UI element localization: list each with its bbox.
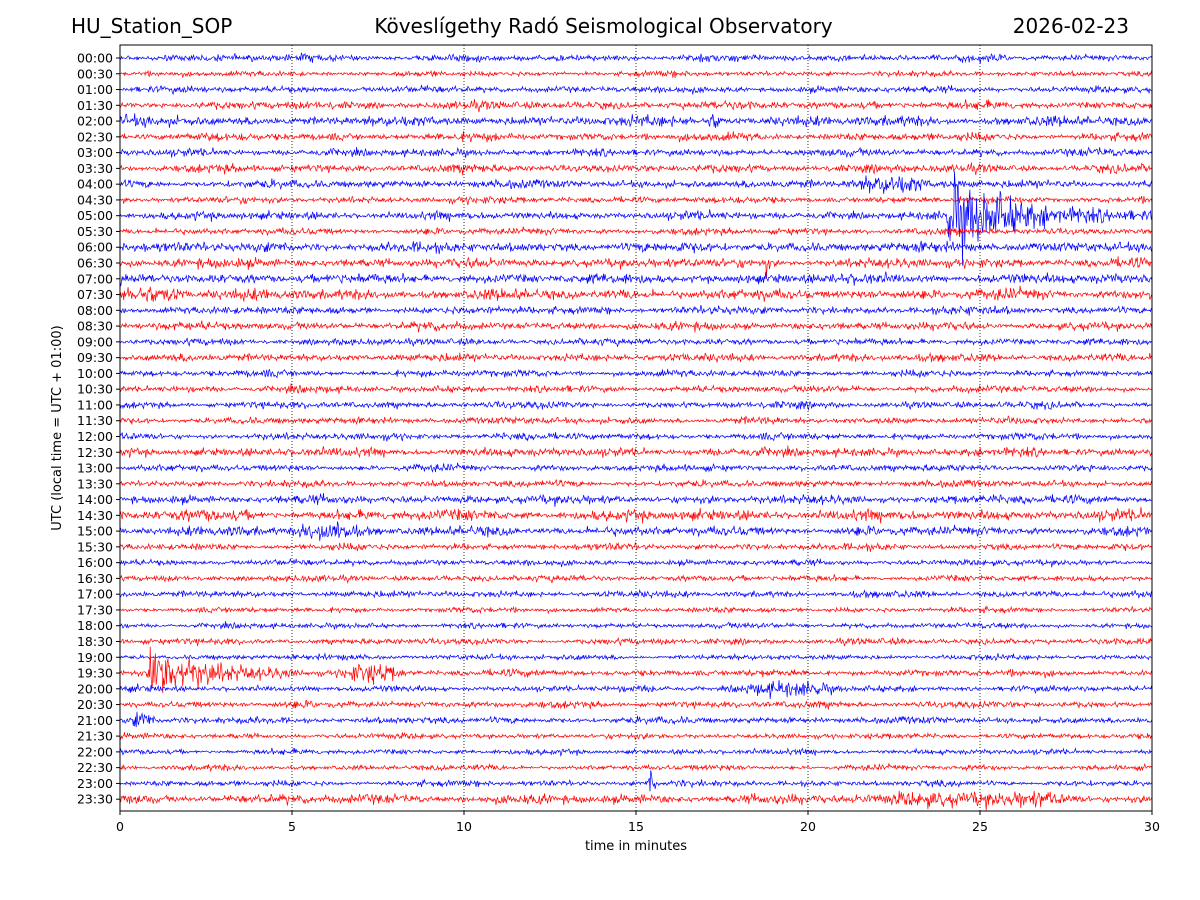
y-tick-label: 20:00 [77,681,113,696]
y-tick-label: 02:30 [77,129,113,144]
x-tick-label: 30 [1144,819,1160,834]
y-tick-label: 07:30 [77,287,113,302]
x-tick-label: 25 [972,819,988,834]
trace-0430 [119,195,1153,206]
y-tick-label: 16:30 [77,571,113,586]
y-tick-label: 12:30 [77,445,113,460]
y-tick-label: 06:00 [77,240,113,255]
y-axis-label: UTC (local time = UTC + 01:00) [50,325,65,530]
x-tick-label: 20 [800,819,816,834]
y-tick-label: 20:30 [77,697,113,712]
gridline-group [291,45,981,811]
x-tick-label: 0 [116,819,124,834]
y-tick-label: 16:00 [77,555,113,570]
y-tick-label: 14:30 [77,508,113,523]
y-tick-label: 08:30 [77,319,113,334]
y-tick-label: 03:30 [77,161,113,176]
y-tick-label: 15:00 [77,524,113,539]
trace-1400 [119,493,1153,507]
y-tick-label: 22:30 [77,760,113,775]
trace-0230 [119,130,1153,143]
trace-2230 [119,763,1153,773]
trace-1330 [119,478,1153,489]
y-tick-label: 15:30 [77,539,113,554]
y-tick-label: 10:30 [77,382,113,397]
y-tick-label: 04:00 [77,177,113,192]
trace-1430 [119,507,1153,524]
trace-1500 [119,521,1153,542]
x-tick-label: 10 [456,819,472,834]
tick-group: 0 5 10 15 20 25 30 00:0000:3001:0001:3002:0002:… [77,51,1160,835]
y-tick-label: 13:30 [77,476,113,491]
y-tick-label: 00:30 [77,66,113,81]
station-name: HU_Station_SOP [71,14,233,38]
y-tick-label: 08:00 [77,303,113,318]
trace-0100 [119,84,1153,96]
trace-1600 [119,558,1153,568]
trace-2200 [119,747,1153,757]
y-tick-label: 01:00 [77,82,113,97]
trace-0530 [119,226,1153,238]
y-tick-label: 09:00 [77,334,113,349]
trace-2000 [119,679,1153,700]
y-tick-label: 22:00 [77,744,113,759]
y-tick-label: 19:00 [77,650,113,665]
trace-1200 [119,431,1153,442]
observatory-title: Köveslígethy Radó Seismological Observat… [374,14,833,38]
trace-0030 [119,69,1153,79]
x-tick-label: 5 [288,819,296,834]
trace-1900 [119,652,1153,662]
y-tick-label: 17:30 [77,602,113,617]
trace-1000 [119,368,1153,379]
y-tick-label: 05:00 [77,208,113,223]
y-tick-label: 05:30 [77,224,113,239]
x-axis-label: time in minutes [585,839,687,854]
y-tick-label: 00:00 [77,51,113,66]
y-tick-label: 09:30 [77,350,113,365]
y-tick-label: 13:00 [77,461,113,476]
trace-0730 [119,285,1153,302]
y-tick-label: 10:00 [77,366,113,381]
y-tick-label: 02:00 [77,114,113,129]
y-tick-label: 11:30 [77,413,113,428]
y-tick-label: 06:30 [77,256,113,271]
trace-1630 [119,574,1153,584]
trace-0800 [119,304,1153,316]
trace-0400 [119,175,1153,194]
x-tick-label: 15 [628,819,644,834]
y-tick-label: 11:00 [77,397,113,412]
y-tick-label: 19:30 [77,666,113,681]
y-tick-label: 23:30 [77,792,113,807]
y-tick-label: 07:00 [77,271,113,286]
y-tick-label: 04:30 [77,192,113,207]
trace-1230 [119,445,1153,459]
y-tick-label: 01:30 [77,98,113,113]
y-tick-label: 17:00 [77,587,113,602]
chart-date: 2026-02-23 [1012,14,1129,38]
trace-0600 [119,240,1153,255]
y-tick-label: 18:00 [77,618,113,633]
y-tick-label: 03:00 [77,145,113,160]
y-tick-label: 18:30 [77,634,113,649]
trace-1300 [119,462,1153,473]
y-tick-label: 21:30 [77,729,113,744]
y-tick-label: 14:00 [77,492,113,507]
y-tick-label: 23:00 [77,776,113,791]
y-tick-label: 21:00 [77,713,113,728]
trace-1800 [119,621,1153,630]
y-tick-label: 12:00 [77,429,113,444]
trace-1830 [119,636,1153,647]
